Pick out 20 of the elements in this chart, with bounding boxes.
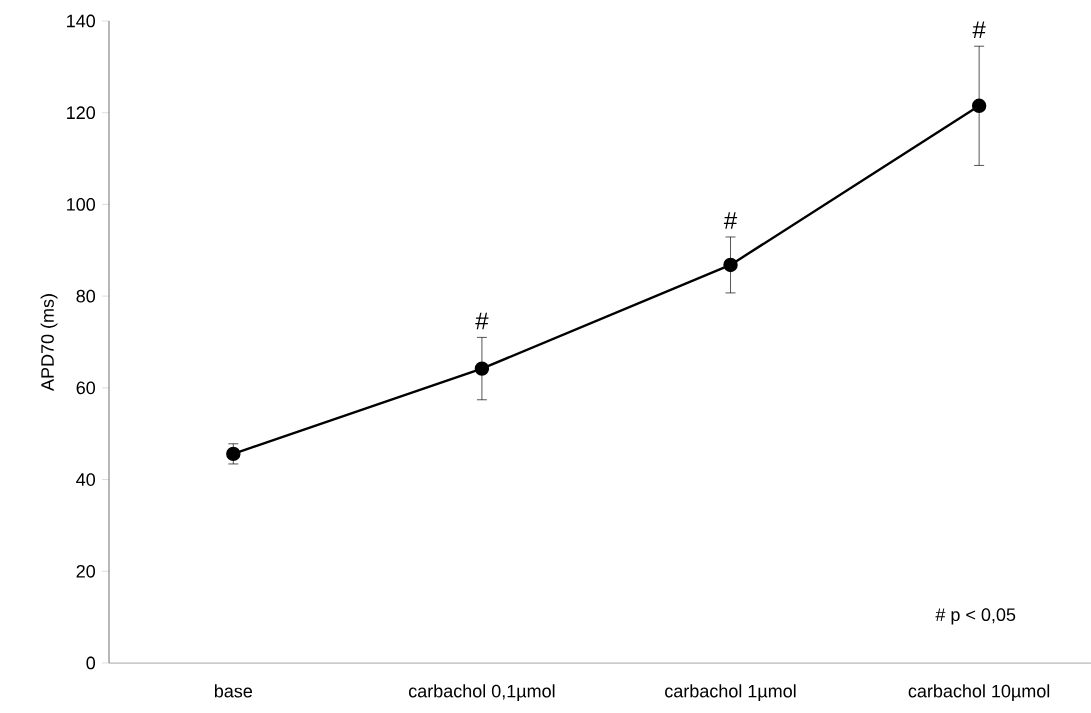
y-tick-label: 60 [76,381,96,395]
x-tick-label: carbachol 0,1µmol [408,684,555,702]
y-tick-label: 120 [67,106,96,120]
y-axis-title: APD70 (ms) [40,294,58,391]
y-tick-label: 0 [86,656,96,670]
y-tick-label: 100 [67,198,96,211]
y-tick-label: 20 [76,564,96,578]
point [474,361,490,376]
annotation: # [723,212,738,229]
annotation: # [475,312,489,330]
y-tick-label: 80 [76,289,96,303]
annotation: # p < 0,05 [935,608,1016,625]
annotation: # [972,21,986,38]
y-tick-label: 40 [76,473,96,486]
x-tick-label: carbachol 10µmol [908,684,1050,702]
y-tick-label: 140 [67,14,96,28]
point [723,257,738,273]
x-tick-label: base [214,684,253,698]
point [971,98,987,114]
x-tick-label: carbachol 1µmol [665,684,796,702]
